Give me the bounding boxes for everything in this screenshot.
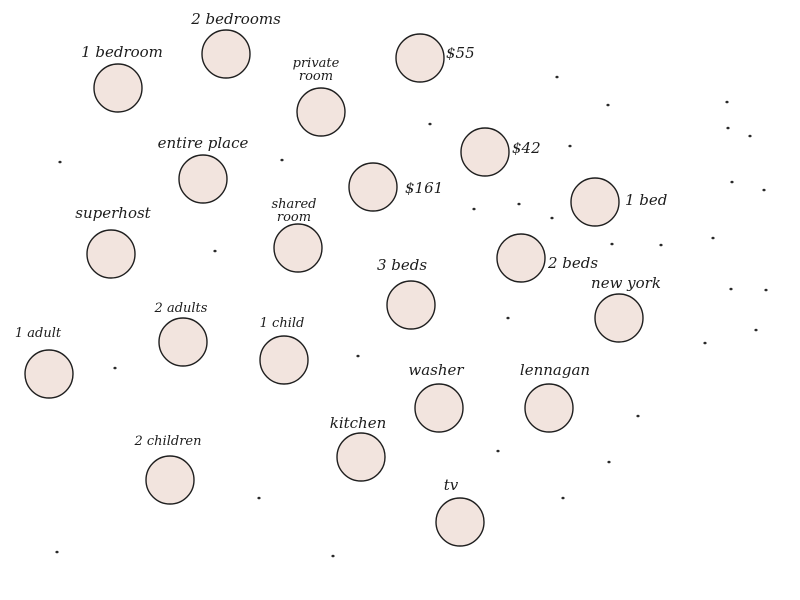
node-label-shared-room: shared room xyxy=(271,197,316,225)
node-washer: washer xyxy=(408,361,464,433)
speck-4 xyxy=(748,134,752,138)
node-circle-price-161 xyxy=(348,162,398,212)
node-circle-kitchen xyxy=(336,432,386,482)
node-2-children: 2 children xyxy=(134,434,202,505)
node-kitchen: kitchen xyxy=(330,414,387,482)
speck-21 xyxy=(754,328,758,332)
node-2-bedrooms: 2 bedrooms xyxy=(190,10,281,79)
node-3-beds: 3 beds xyxy=(377,256,436,330)
speck-6 xyxy=(568,144,572,148)
node-circle-washer xyxy=(414,383,464,433)
node-circle-2-adults xyxy=(158,317,208,367)
node-label-2-children: 2 children xyxy=(134,434,202,449)
node-label-2-adults: 2 adults xyxy=(154,301,208,316)
node-label-entire-place: entire place xyxy=(158,134,249,152)
node-label-kitchen: kitchen xyxy=(330,414,387,432)
node-circle-price-42 xyxy=(460,127,510,177)
speck-18 xyxy=(729,287,733,291)
node-circle-price-55 xyxy=(395,33,445,83)
node-circle-1-bedroom xyxy=(93,63,143,113)
node-label-2-bedrooms: 2 bedrooms xyxy=(190,10,281,28)
speck-12 xyxy=(517,202,521,206)
node-label-washer: washer xyxy=(408,361,464,379)
node-private-room: private room xyxy=(293,56,346,137)
node-label-price-55: $55 xyxy=(446,44,475,62)
speck-22 xyxy=(703,341,707,345)
node-label-lennagan: lennagan xyxy=(520,361,590,379)
node-1-child: 1 child xyxy=(259,316,309,385)
node-circle-3-beds xyxy=(386,280,436,330)
speck-5 xyxy=(428,122,432,126)
speck-25 xyxy=(636,414,640,418)
node-shared-room: shared room xyxy=(271,197,323,273)
background-specks xyxy=(55,75,768,558)
node-circle-tv xyxy=(435,497,485,547)
node-lennagan: lennagan xyxy=(520,361,590,433)
node-label-new-york: new york xyxy=(591,274,661,292)
speck-1 xyxy=(606,103,610,107)
speck-7 xyxy=(58,160,62,164)
speck-11 xyxy=(472,207,476,211)
node-2-adults: 2 adults xyxy=(154,301,208,367)
node-circle-2-children xyxy=(145,455,195,505)
speck-2 xyxy=(725,100,729,104)
node-label-1-adult: 1 adult xyxy=(15,326,62,341)
node-label-private-room: private room xyxy=(293,56,340,84)
speck-31 xyxy=(331,554,335,558)
node-2-beds: 2 beds xyxy=(496,233,598,283)
node-circle-superhost xyxy=(86,229,136,279)
node-label-1-bed: 1 bed xyxy=(625,191,667,209)
speck-29 xyxy=(257,496,261,500)
node-layer: 1 bedroom 2 bedrooms private room $55 $42 enti… xyxy=(15,10,667,547)
node-circle-entire-place xyxy=(178,154,228,204)
node-1-bedroom: 1 bedroom xyxy=(81,43,163,113)
node-circle-1-child xyxy=(259,335,309,385)
node-1-bed: 1 bed xyxy=(570,177,667,227)
speck-20 xyxy=(506,316,510,320)
speck-27 xyxy=(607,460,611,464)
node-superhost: superhost xyxy=(75,204,152,279)
speck-16 xyxy=(711,236,715,240)
speck-17 xyxy=(213,249,217,253)
speck-28 xyxy=(561,496,565,500)
node-label-superhost: superhost xyxy=(75,204,151,222)
node-circle-shared-room xyxy=(273,223,323,273)
speck-19 xyxy=(764,288,768,292)
speck-15 xyxy=(659,243,663,247)
speck-0 xyxy=(555,75,559,79)
node-price-42: $42 xyxy=(460,127,541,177)
node-label-price-42: $42 xyxy=(512,139,541,157)
speck-13 xyxy=(550,216,554,220)
node-circle-private-room xyxy=(296,87,346,137)
node-circle-new-york xyxy=(594,293,644,343)
node-new-york: new york xyxy=(591,274,661,343)
node-label-2-beds: 2 beds xyxy=(547,254,598,272)
node-label-3-beds: 3 beds xyxy=(377,256,427,274)
node-price-161: $161 xyxy=(348,162,443,212)
speck-8 xyxy=(280,158,284,162)
node-label-1-child: 1 child xyxy=(260,316,305,331)
speck-3 xyxy=(726,126,730,130)
speck-24 xyxy=(113,366,117,370)
speck-9 xyxy=(730,180,734,184)
speck-10 xyxy=(762,188,766,192)
speck-30 xyxy=(55,550,59,554)
speck-23 xyxy=(356,354,360,358)
node-label-price-161: $161 xyxy=(405,179,443,197)
speck-14 xyxy=(610,242,614,246)
node-circle-lennagan xyxy=(524,383,574,433)
node-tv: tv xyxy=(435,476,485,547)
node-circle-1-adult xyxy=(24,349,74,399)
node-circle-1-bed xyxy=(570,177,620,227)
node-price-55: $55 xyxy=(395,33,475,83)
node-label-tv: tv xyxy=(444,476,459,494)
node-circle-2-beds xyxy=(496,233,546,283)
speck-26 xyxy=(496,449,500,453)
node-1-adult: 1 adult xyxy=(15,326,74,399)
node-label-1-bedroom: 1 bedroom xyxy=(81,43,163,61)
node-circle-2-bedrooms xyxy=(201,29,251,79)
node-entire-place: entire place xyxy=(158,134,249,204)
